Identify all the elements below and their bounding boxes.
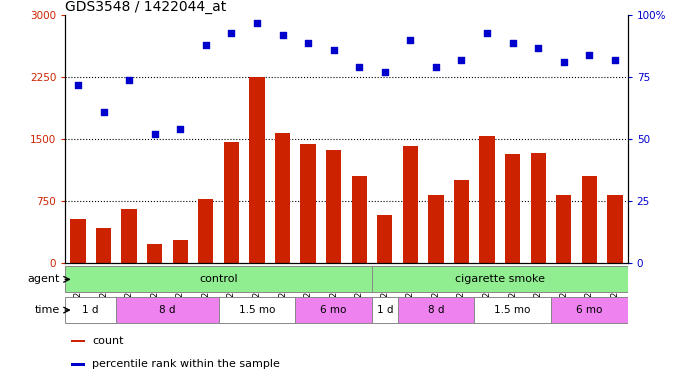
Point — [482, 30, 493, 36]
Bar — [70, 219, 86, 263]
Bar — [505, 154, 520, 263]
Text: GDS3548 / 1422044_at: GDS3548 / 1422044_at — [65, 0, 226, 14]
Bar — [71, 363, 85, 366]
Bar — [295, 297, 372, 323]
Point — [303, 40, 314, 46]
Bar — [454, 180, 469, 263]
Bar — [117, 297, 219, 323]
Bar — [121, 209, 137, 263]
Bar — [198, 199, 213, 263]
Point — [558, 60, 569, 66]
Bar — [249, 77, 265, 263]
Text: time: time — [34, 305, 60, 315]
Text: cigarette smoke: cigarette smoke — [455, 274, 545, 285]
Point — [252, 20, 263, 26]
Point — [533, 45, 544, 51]
Bar — [275, 133, 290, 263]
Text: 1.5 mo: 1.5 mo — [239, 305, 275, 315]
Bar — [219, 297, 295, 323]
Point — [73, 82, 84, 88]
Bar — [480, 136, 495, 263]
Bar — [428, 195, 444, 263]
Bar — [71, 339, 85, 342]
Point — [609, 57, 620, 63]
Bar — [556, 195, 571, 263]
Text: control: control — [199, 274, 238, 285]
Text: count: count — [92, 336, 123, 346]
Point — [328, 47, 339, 53]
Text: percentile rank within the sample: percentile rank within the sample — [92, 359, 280, 369]
Text: 8 d: 8 d — [427, 305, 444, 315]
Text: 1 d: 1 d — [377, 305, 393, 315]
Bar — [351, 176, 367, 263]
Bar — [372, 297, 398, 323]
Bar — [403, 146, 418, 263]
Text: agent: agent — [27, 274, 60, 285]
Point — [226, 30, 237, 36]
Bar — [147, 244, 163, 263]
Bar — [224, 142, 239, 263]
Bar — [65, 297, 117, 323]
Bar — [300, 144, 316, 263]
Text: 8 d: 8 d — [159, 305, 176, 315]
Point — [584, 52, 595, 58]
Point — [149, 131, 160, 137]
Bar — [607, 195, 623, 263]
Point — [200, 42, 211, 48]
Bar — [326, 150, 342, 263]
Point — [456, 57, 467, 63]
Point — [507, 40, 518, 46]
Point — [123, 77, 134, 83]
Bar — [65, 266, 372, 292]
Bar — [398, 297, 474, 323]
Text: 6 mo: 6 mo — [576, 305, 602, 315]
Text: 1.5 mo: 1.5 mo — [495, 305, 531, 315]
Bar — [530, 153, 546, 263]
Bar — [551, 297, 628, 323]
Point — [175, 126, 186, 132]
Point — [405, 37, 416, 43]
Text: 6 mo: 6 mo — [320, 305, 347, 315]
Bar — [474, 297, 551, 323]
Bar — [372, 266, 628, 292]
Bar — [582, 176, 597, 263]
Bar — [96, 228, 111, 263]
Bar — [377, 215, 392, 263]
Point — [277, 32, 288, 38]
Bar — [173, 240, 188, 263]
Point — [98, 109, 109, 115]
Point — [430, 64, 441, 70]
Point — [354, 64, 365, 70]
Text: 1 d: 1 d — [82, 305, 99, 315]
Point — [379, 69, 390, 75]
